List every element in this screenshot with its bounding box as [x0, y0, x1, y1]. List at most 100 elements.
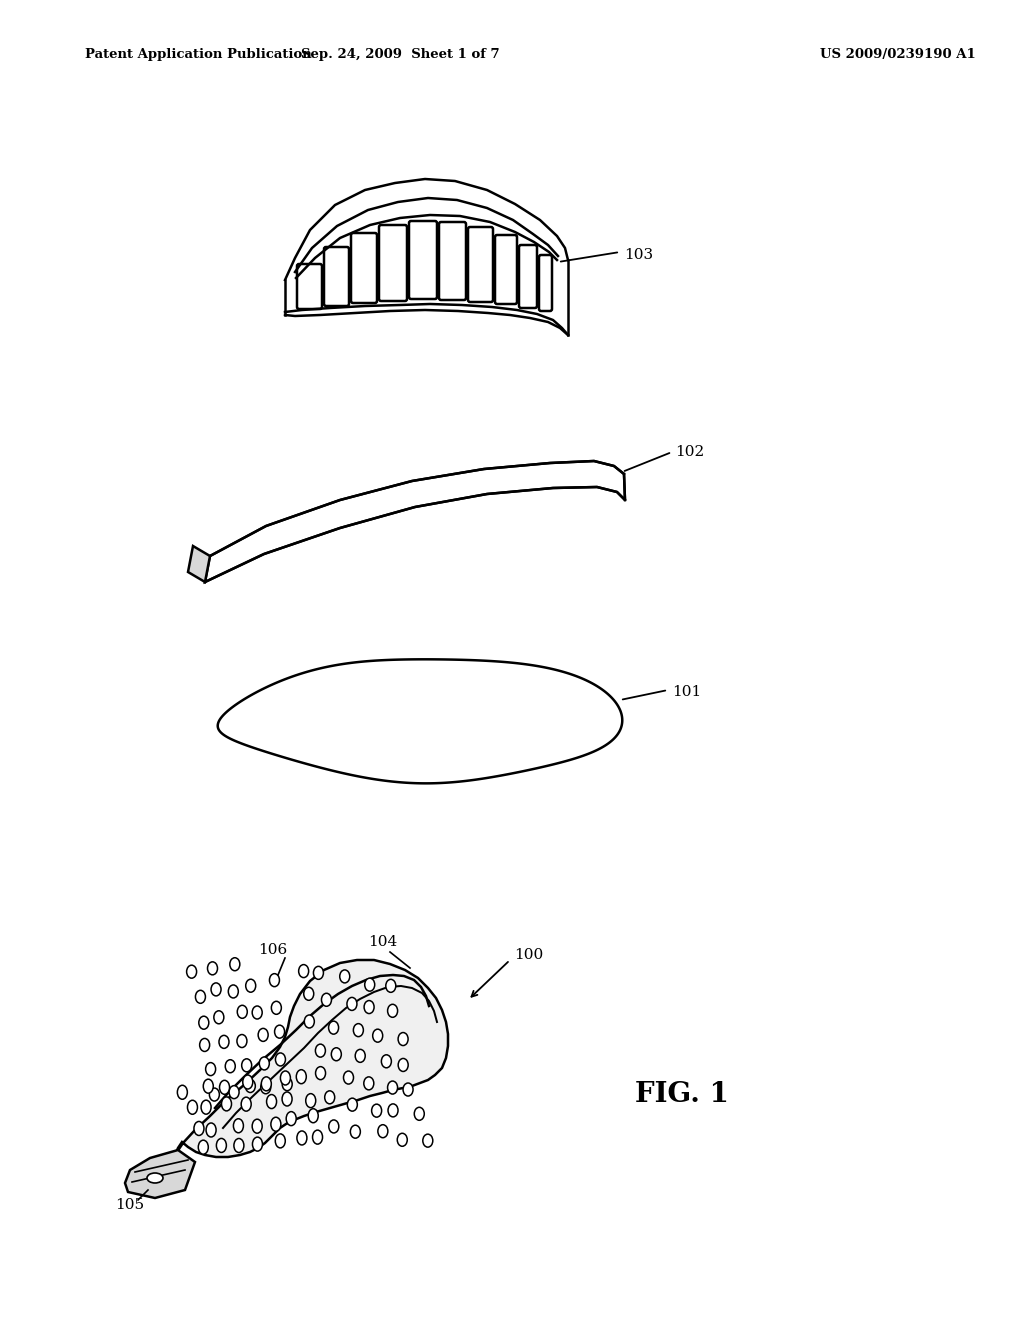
Ellipse shape — [332, 1048, 341, 1061]
Polygon shape — [205, 461, 625, 582]
Ellipse shape — [186, 965, 197, 978]
Ellipse shape — [415, 1107, 424, 1121]
Ellipse shape — [147, 1173, 163, 1183]
Ellipse shape — [269, 974, 280, 986]
Ellipse shape — [322, 993, 332, 1006]
Ellipse shape — [340, 970, 350, 983]
Ellipse shape — [219, 1080, 229, 1094]
Ellipse shape — [283, 1077, 292, 1090]
Ellipse shape — [271, 1002, 282, 1014]
Ellipse shape — [266, 1094, 276, 1109]
Ellipse shape — [238, 1006, 247, 1018]
Ellipse shape — [378, 1125, 388, 1138]
Ellipse shape — [329, 1119, 339, 1133]
Ellipse shape — [364, 1077, 374, 1090]
Ellipse shape — [304, 987, 313, 1001]
FancyBboxPatch shape — [351, 234, 377, 304]
Ellipse shape — [225, 1060, 236, 1073]
Ellipse shape — [355, 1049, 366, 1063]
Ellipse shape — [281, 1071, 291, 1085]
Ellipse shape — [315, 1067, 326, 1080]
Ellipse shape — [204, 1080, 213, 1093]
Ellipse shape — [199, 1016, 209, 1030]
Ellipse shape — [315, 1044, 326, 1057]
Ellipse shape — [209, 1088, 219, 1101]
Ellipse shape — [388, 1104, 398, 1117]
Ellipse shape — [350, 1125, 360, 1138]
Ellipse shape — [308, 1109, 318, 1123]
Ellipse shape — [275, 1053, 286, 1067]
Ellipse shape — [274, 1026, 285, 1038]
FancyBboxPatch shape — [409, 220, 437, 300]
Ellipse shape — [398, 1059, 409, 1072]
Ellipse shape — [325, 1090, 335, 1104]
FancyBboxPatch shape — [539, 255, 552, 312]
Ellipse shape — [233, 1119, 244, 1133]
Ellipse shape — [221, 1097, 231, 1111]
FancyBboxPatch shape — [468, 227, 493, 302]
Ellipse shape — [313, 966, 324, 979]
FancyBboxPatch shape — [439, 222, 466, 300]
Ellipse shape — [200, 1039, 210, 1052]
Text: 101: 101 — [672, 685, 701, 700]
Ellipse shape — [196, 990, 206, 1003]
Ellipse shape — [365, 1001, 374, 1014]
FancyBboxPatch shape — [495, 235, 517, 304]
Ellipse shape — [353, 1023, 364, 1036]
Ellipse shape — [233, 1139, 244, 1152]
Ellipse shape — [388, 1005, 397, 1018]
Ellipse shape — [243, 1074, 253, 1089]
Ellipse shape — [261, 1077, 271, 1090]
Ellipse shape — [253, 1137, 262, 1151]
Ellipse shape — [261, 1081, 270, 1094]
FancyBboxPatch shape — [379, 224, 407, 301]
Polygon shape — [188, 546, 210, 582]
Ellipse shape — [228, 985, 239, 998]
Ellipse shape — [296, 1069, 306, 1084]
Ellipse shape — [208, 962, 217, 975]
FancyBboxPatch shape — [297, 264, 322, 309]
Ellipse shape — [381, 1055, 391, 1068]
Ellipse shape — [387, 1081, 397, 1094]
Ellipse shape — [397, 1134, 408, 1146]
Ellipse shape — [187, 1101, 198, 1114]
Text: 106: 106 — [258, 942, 288, 957]
Ellipse shape — [252, 1119, 262, 1133]
Ellipse shape — [246, 1080, 255, 1093]
Text: US 2009/0239190 A1: US 2009/0239190 A1 — [820, 48, 976, 61]
Ellipse shape — [297, 1131, 307, 1144]
Ellipse shape — [229, 958, 240, 970]
Ellipse shape — [219, 1035, 229, 1048]
Ellipse shape — [286, 1111, 296, 1126]
Ellipse shape — [423, 1134, 433, 1147]
Ellipse shape — [312, 1130, 323, 1144]
Polygon shape — [175, 960, 449, 1158]
Ellipse shape — [304, 1015, 314, 1028]
Ellipse shape — [275, 1134, 286, 1148]
Ellipse shape — [347, 1098, 357, 1111]
Polygon shape — [285, 180, 568, 335]
Polygon shape — [218, 659, 623, 783]
Ellipse shape — [347, 998, 357, 1010]
Ellipse shape — [206, 1123, 216, 1137]
Text: 104: 104 — [368, 935, 397, 949]
Ellipse shape — [201, 1100, 211, 1114]
Ellipse shape — [403, 1082, 413, 1096]
Ellipse shape — [206, 1063, 216, 1076]
Ellipse shape — [211, 983, 221, 995]
Ellipse shape — [306, 1094, 315, 1107]
Ellipse shape — [242, 1097, 251, 1111]
Ellipse shape — [214, 1011, 224, 1024]
FancyBboxPatch shape — [324, 247, 349, 306]
Ellipse shape — [372, 1104, 382, 1117]
Polygon shape — [125, 1150, 195, 1199]
Ellipse shape — [365, 978, 375, 991]
Ellipse shape — [373, 1030, 383, 1043]
Text: Patent Application Publication: Patent Application Publication — [85, 48, 311, 61]
Ellipse shape — [229, 1085, 239, 1098]
Text: 100: 100 — [514, 948, 544, 962]
Ellipse shape — [199, 1140, 208, 1154]
Ellipse shape — [242, 1059, 252, 1072]
Ellipse shape — [398, 1032, 409, 1045]
Ellipse shape — [258, 1028, 268, 1041]
